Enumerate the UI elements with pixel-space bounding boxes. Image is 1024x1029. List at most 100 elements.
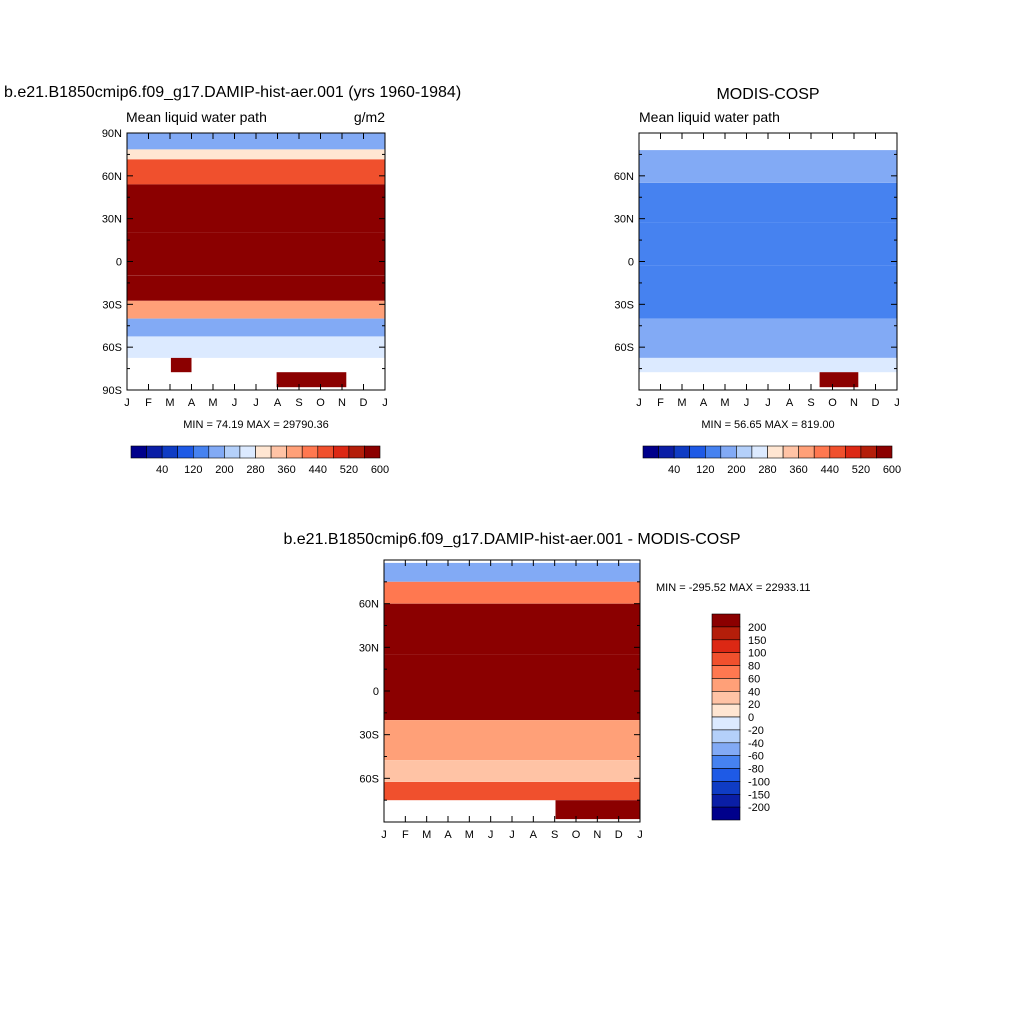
colorbar-swatch — [711, 652, 741, 666]
field-band — [384, 562, 640, 582]
colorbar-label: 150 — [748, 635, 766, 647]
x-tick-label: J — [253, 397, 259, 409]
colorbar-swatch — [813, 445, 831, 459]
colorbar-label: 600 — [371, 464, 389, 476]
colorbar-label: 440 — [309, 464, 327, 476]
field-band — [127, 275, 385, 301]
field-band — [384, 603, 640, 655]
colorbar-swatch — [208, 445, 225, 459]
colorbar-label: -80 — [748, 764, 764, 776]
x-tick-label: D — [615, 829, 623, 841]
field-band — [384, 720, 640, 761]
y-tick-label: 30S — [359, 730, 379, 742]
x-tick-label: S — [807, 397, 814, 409]
panel-diff: b.e21.B1850cmip6.f09_g17.DAMIP-hist-aer.… — [283, 531, 810, 841]
colorbar-label: 60 — [748, 673, 760, 685]
colorbar-swatch — [711, 716, 741, 731]
x-tick-label: A — [786, 397, 794, 409]
panel-model-minmax: MIN = 74.19 MAX = 29790.36 — [183, 419, 329, 431]
field-band — [276, 372, 347, 388]
field-band — [384, 654, 640, 721]
panel-diff-title: b.e21.B1850cmip6.f09_g17.DAMIP-hist-aer.… — [283, 531, 740, 548]
x-tick-label: M — [422, 829, 431, 841]
colorbar-swatch — [782, 445, 799, 459]
x-tick-label: J — [382, 397, 388, 409]
x-tick-label: D — [872, 397, 880, 409]
colorbar-label: 40 — [668, 464, 680, 476]
colorbar-swatch — [364, 445, 381, 459]
x-tick-label: F — [145, 397, 152, 409]
x-tick-label: O — [316, 397, 325, 409]
x-tick-label: J — [637, 829, 643, 841]
panel-diff-field — [383, 559, 641, 823]
x-tick-label: S — [551, 829, 558, 841]
colorbar-swatch — [642, 445, 659, 459]
field-band — [384, 760, 640, 782]
colorbar-label: -150 — [748, 789, 770, 801]
y-tick-label: 30N — [102, 214, 122, 226]
colorbar-swatch — [146, 445, 163, 459]
field-band — [639, 150, 897, 183]
colorbar-label: -100 — [748, 776, 770, 788]
x-tick-label: J — [894, 397, 900, 409]
x-tick-label: M — [208, 397, 217, 409]
y-tick-label: 90N — [102, 128, 122, 140]
panel-obs-field — [638, 132, 898, 391]
colorbar-swatch — [711, 729, 741, 744]
colorbar-swatch — [711, 781, 741, 795]
panel-obs-subtitle: Mean liquid water path — [639, 109, 780, 125]
panel-diff-colorbar: 200150100806040200-20-40-60-80-100-150-2… — [711, 613, 770, 821]
colorbar-swatch — [301, 445, 319, 459]
x-tick-label: J — [509, 829, 515, 841]
field-band — [384, 782, 640, 801]
field-band — [639, 357, 897, 373]
field-band — [127, 184, 385, 233]
colorbar-swatch — [860, 445, 877, 459]
panel-model-colorbar: 40 120 200 280 360 440 520 600 — [130, 445, 389, 476]
colorbar-swatch — [720, 445, 737, 459]
x-tick-label: O — [572, 829, 581, 841]
colorbar-swatch — [711, 768, 741, 782]
x-tick-label: J — [488, 829, 494, 841]
colorbar-swatch — [798, 445, 815, 459]
x-tick-label: N — [593, 829, 601, 841]
colorbar-swatch — [711, 678, 741, 692]
colorbar-label: 120 — [696, 464, 714, 476]
y-tick-label: 30N — [359, 642, 379, 654]
x-tick-label: M — [465, 829, 474, 841]
colorbar-label: 520 — [340, 464, 358, 476]
x-tick-label: O — [828, 397, 837, 409]
colorbar-swatch — [876, 445, 893, 459]
panel-model-units: g/m2 — [354, 109, 385, 125]
field-band — [127, 149, 385, 160]
x-tick-label: A — [274, 397, 282, 409]
y-tick-label: 60N — [102, 171, 122, 183]
x-tick-label: J — [232, 397, 238, 409]
field-band — [127, 318, 385, 337]
colorbar-label: 440 — [821, 464, 839, 476]
panel-model: b.e21.B1850cmip6.f09_g17.DAMIP-hist-aer.… — [4, 84, 461, 476]
colorbar-swatch — [130, 445, 147, 459]
x-tick-label: N — [850, 397, 858, 409]
y-tick-label: 90S — [102, 385, 122, 397]
colorbar-label: 520 — [852, 464, 870, 476]
colorbar-swatch — [689, 445, 706, 459]
field-band — [639, 265, 897, 319]
field-band — [127, 336, 385, 358]
x-tick-label: J — [636, 397, 642, 409]
field-band — [384, 581, 640, 604]
y-tick-label: 60S — [102, 342, 122, 354]
panel-obs-minmax: MIN = 56.65 MAX = 819.00 — [701, 419, 834, 431]
x-tick-label: F — [402, 829, 409, 841]
y-tick-label: 30S — [102, 299, 122, 311]
y-tick-label: 0 — [628, 257, 634, 269]
x-tick-label: F — [657, 397, 664, 409]
colorbar-label: 100 — [748, 648, 766, 660]
colorbar-swatch — [658, 445, 675, 459]
field-band — [819, 372, 859, 388]
colorbar-swatch — [711, 755, 741, 769]
colorbar-swatch — [711, 742, 741, 756]
colorbar-swatch — [348, 445, 365, 459]
panel-obs-title: MODIS-COSP — [716, 86, 819, 103]
